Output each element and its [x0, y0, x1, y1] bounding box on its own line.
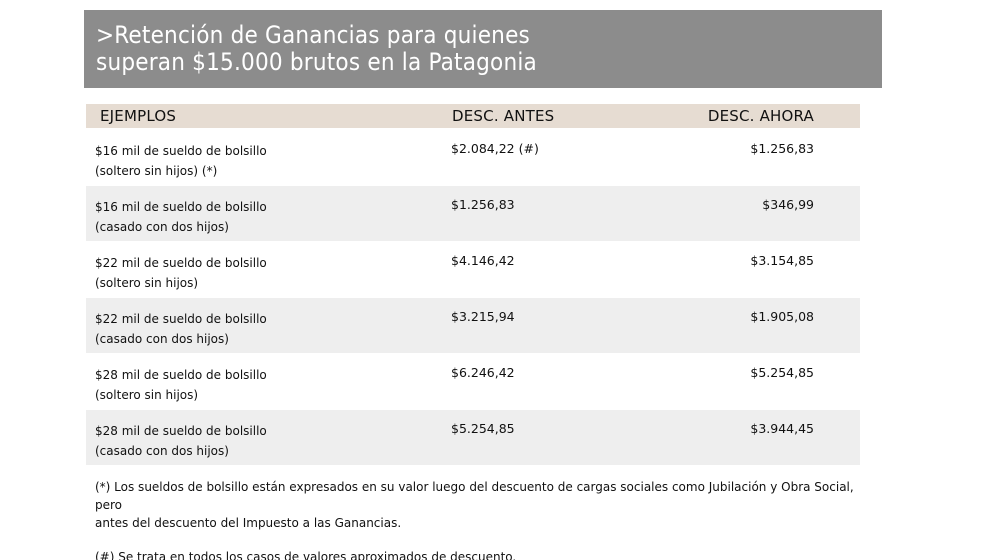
row-label: $22 mil de sueldo de bolsillo (soltero s… — [95, 253, 267, 293]
row-label-line-2: (casado con dos hijos) — [95, 444, 229, 458]
table-header: EJEMPLOS DESC. ANTES DESC. AHORA — [86, 104, 860, 128]
table-row: $28 mil de sueldo de bolsillo (soltero s… — [86, 354, 860, 409]
row-label-line-1: $22 mil de sueldo de bolsillo — [95, 312, 267, 326]
table-row: $22 mil de sueldo de bolsillo (casado co… — [86, 298, 860, 353]
row-label-line-2: (casado con dos hijos) — [95, 220, 229, 234]
row-desc-antes: $1.256,83 — [451, 197, 515, 212]
row-label-line-2: (soltero sin hijos) (*) — [95, 164, 218, 178]
footnote-1-line-2: antes del descuento del Impuesto a las G… — [95, 516, 402, 530]
row-label-line-1: $16 mil de sueldo de bolsillo — [95, 200, 267, 214]
title-line-1: >Retención de Ganancias para quienes — [96, 21, 531, 49]
row-desc-ahora: $3.944,45 — [750, 421, 814, 436]
row-desc-antes: $6.246,42 — [451, 365, 515, 380]
row-desc-ahora: $5.254,85 — [750, 365, 814, 380]
row-label: $28 mil de sueldo de bolsillo (casado co… — [95, 421, 267, 461]
row-label: $22 mil de sueldo de bolsillo (casado co… — [95, 309, 267, 349]
table-row: $22 mil de sueldo de bolsillo (soltero s… — [86, 242, 860, 297]
header-ejemplos: EJEMPLOS — [100, 107, 177, 125]
row-label-line-1: $16 mil de sueldo de bolsillo — [95, 144, 267, 158]
header-desc-ahora: DESC. AHORA — [707, 107, 814, 125]
row-desc-ahora: $1.905,08 — [750, 309, 814, 324]
row-desc-antes: $2.084,22 (#) — [451, 141, 539, 156]
footnotes: (*) Los sueldos de bolsillo están expres… — [95, 478, 865, 560]
row-label-line-1: $28 mil de sueldo de bolsillo — [95, 368, 267, 382]
row-desc-ahora: $3.154,85 — [750, 253, 814, 268]
row-label-line-2: (casado con dos hijos) — [95, 332, 229, 346]
table-row: $16 mil de sueldo de bolsillo (casado co… — [86, 186, 860, 241]
row-desc-antes: $5.254,85 — [451, 421, 515, 436]
row-label: $28 mil de sueldo de bolsillo (soltero s… — [95, 365, 267, 405]
row-label-line-1: $22 mil de sueldo de bolsillo — [95, 256, 267, 270]
header-desc-antes: DESC. ANTES — [452, 107, 555, 125]
footnote-2: (#) Se trata en todos los casos de valor… — [95, 550, 517, 560]
title-line-2: superan $15.000 brutos en la Patagonia — [96, 48, 537, 76]
row-desc-ahora: $1.256,83 — [750, 141, 814, 156]
row-label: $16 mil de sueldo de bolsillo (soltero s… — [95, 141, 267, 181]
footnote-1-line-1: (*) Los sueldos de bolsillo están expres… — [95, 480, 854, 512]
table-row: $16 mil de sueldo de bolsillo (soltero s… — [86, 130, 860, 185]
table-row: $28 mil de sueldo de bolsillo (casado co… — [86, 410, 860, 465]
row-desc-antes: $4.146,42 — [451, 253, 515, 268]
row-label: $16 mil de sueldo de bolsillo (casado co… — [95, 197, 267, 237]
row-desc-antes: $3.215,94 — [451, 309, 515, 324]
row-desc-ahora: $346,99 — [762, 197, 814, 212]
footnote-1: (*) Los sueldos de bolsillo están expres… — [95, 478, 865, 532]
row-label-line-2: (soltero sin hijos) — [95, 388, 199, 402]
row-label-line-1: $28 mil de sueldo de bolsillo — [95, 424, 267, 438]
title-banner: >Retención de Ganancias para quienes sup… — [84, 10, 882, 88]
row-label-line-2: (soltero sin hijos) — [95, 276, 199, 290]
